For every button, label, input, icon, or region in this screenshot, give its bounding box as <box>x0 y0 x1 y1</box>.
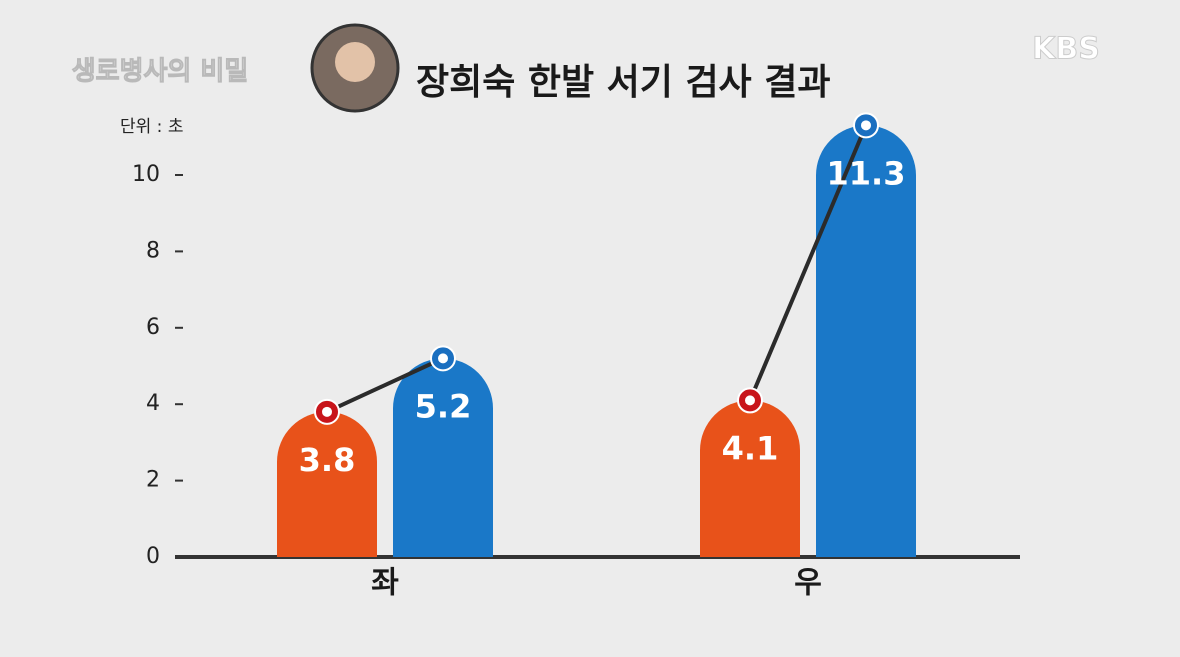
marker-center <box>322 406 332 417</box>
y-tick-label: 0 <box>146 544 160 569</box>
marker-center <box>861 120 871 131</box>
y-tick-label: 8 <box>146 238 160 263</box>
chart-title: 장희숙 한발 서기 검사 결과 <box>416 62 830 103</box>
x-tick-label: 우 <box>794 566 822 601</box>
bar <box>393 358 493 557</box>
value-label: 5.2 <box>415 387 472 425</box>
portrait-face <box>335 42 375 82</box>
y-tick-label: 4 <box>146 391 160 416</box>
marker-center <box>745 395 755 406</box>
y-tick-label: 10 <box>132 162 160 187</box>
y-tick-label: 6 <box>146 315 160 340</box>
channel-logo: KBS <box>1032 32 1100 67</box>
bar <box>277 411 377 557</box>
bar <box>700 400 800 557</box>
show-logo: 생로병사의 비밀 <box>72 57 249 87</box>
bar <box>816 125 916 557</box>
connector <box>748 124 868 402</box>
marker-center <box>438 353 448 364</box>
unit-label: 단위 : 초 <box>120 117 183 137</box>
value-label: 3.8 <box>299 441 356 479</box>
value-label: 11.3 <box>827 154 906 192</box>
value-label: 4.1 <box>722 429 779 467</box>
connector <box>326 356 444 414</box>
y-tick-label: 2 <box>146 468 160 493</box>
x-tick-label: 좌 <box>371 566 399 601</box>
